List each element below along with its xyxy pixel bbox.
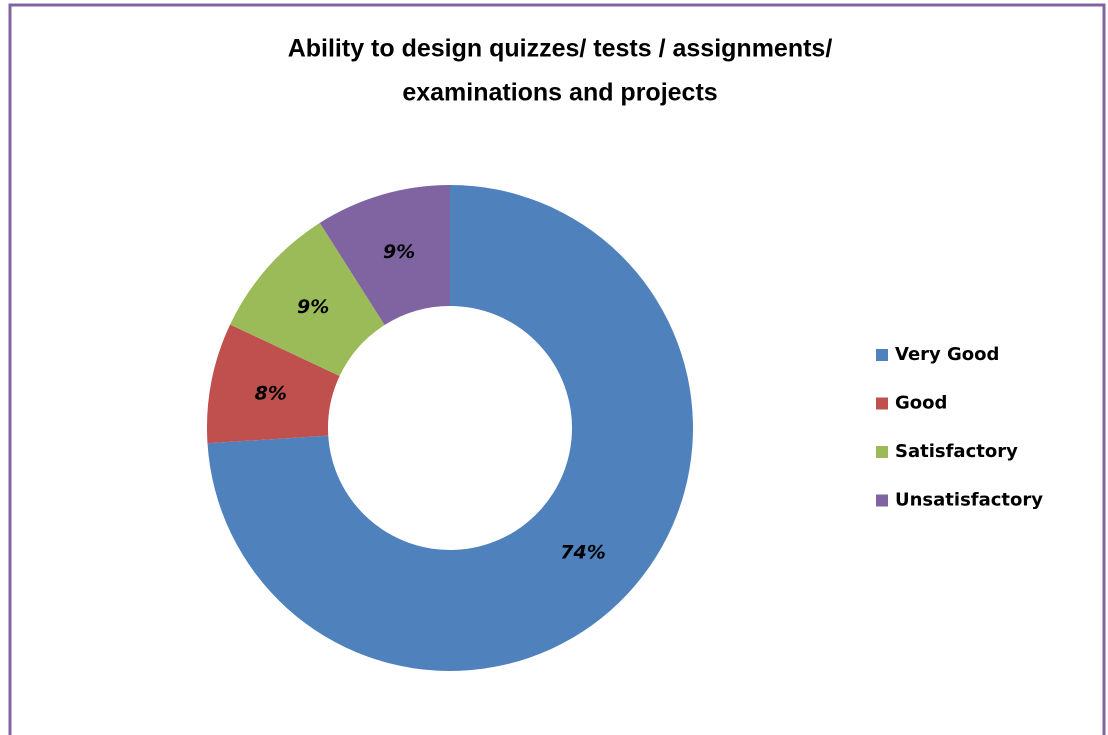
donut-slice — [207, 324, 340, 444]
legend-swatch — [876, 494, 888, 507]
legend-swatch — [876, 446, 888, 458]
donut-slice — [230, 222, 385, 377]
legend-label: Unsatisfactory — [895, 490, 1043, 511]
legend-label: Satisfactory — [895, 441, 1018, 462]
chart-title: Ability to design quizzes/ tests / assig… — [288, 35, 833, 63]
legend-label: Very Good — [895, 344, 999, 365]
chart-title: examinations and projects — [402, 79, 717, 107]
legend-swatch — [876, 349, 888, 361]
data-label: 9% — [297, 296, 329, 318]
data-label: 74% — [560, 541, 605, 563]
donut-slice — [319, 185, 450, 325]
donut-slice — [207, 185, 694, 671]
legend-label: Good — [895, 393, 947, 414]
data-label: 8% — [255, 382, 287, 404]
data-label: 9% — [383, 241, 415, 263]
legend-swatch — [876, 397, 888, 410]
